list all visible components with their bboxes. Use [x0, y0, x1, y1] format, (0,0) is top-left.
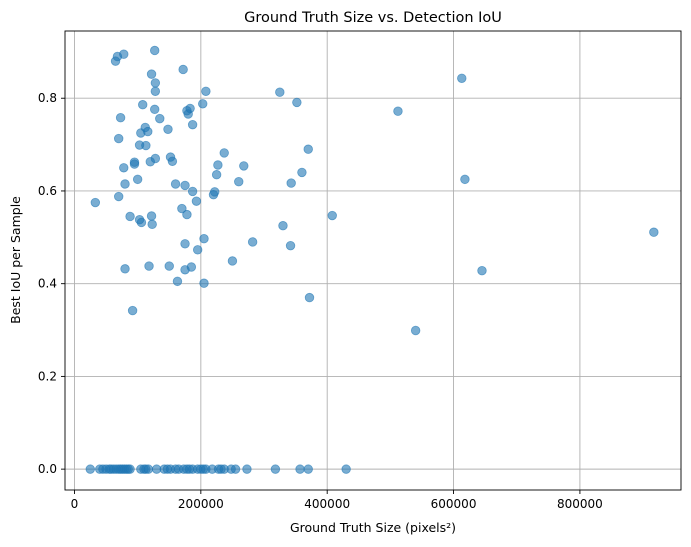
- data-point: [167, 156, 178, 166]
- x-tick-label: 0: [71, 497, 79, 511]
- data-point: [180, 239, 190, 249]
- data-point: [172, 276, 183, 287]
- data-point: [180, 265, 190, 275]
- data-point: [119, 163, 129, 173]
- data-point: [393, 106, 403, 116]
- data-point: [242, 464, 252, 474]
- data-point: [125, 464, 135, 474]
- data-point: [147, 219, 157, 230]
- data-point: [270, 464, 281, 474]
- plot-frame: [64, 30, 682, 491]
- data-point: [303, 464, 313, 474]
- data-point: [187, 186, 198, 197]
- data-point: [201, 86, 211, 96]
- data-point: [150, 104, 160, 115]
- data-points: [85, 45, 659, 474]
- data-point: [211, 170, 222, 180]
- grid-lines: [65, 31, 681, 490]
- data-point: [247, 237, 258, 247]
- data-point: [303, 144, 313, 154]
- data-point: [136, 217, 147, 228]
- y-axis-ticks: 0.0 0.2 0.4 0.6 0.8: [38, 91, 65, 476]
- data-point: [143, 126, 153, 137]
- y-tick-label: 0.8: [38, 91, 57, 105]
- data-point: [457, 73, 467, 83]
- y-tick-label: 0.0: [38, 462, 57, 476]
- data-point: [114, 191, 124, 202]
- data-point: [185, 103, 195, 114]
- data-point: [180, 180, 190, 191]
- data-point: [649, 227, 659, 237]
- data-point: [150, 78, 161, 88]
- data-point: [132, 174, 143, 185]
- data-point: [90, 197, 101, 208]
- data-point: [341, 464, 351, 474]
- data-point: [286, 178, 296, 188]
- data-point: [208, 189, 219, 200]
- data-point: [115, 112, 126, 123]
- data-point: [278, 221, 288, 231]
- x-axis-label: Ground Truth Size (pixels²): [290, 520, 456, 535]
- data-point: [297, 167, 307, 178]
- data-point: [120, 179, 130, 189]
- data-point: [119, 49, 129, 59]
- data-point: [129, 157, 140, 167]
- data-point: [198, 99, 208, 109]
- data-point: [327, 210, 337, 221]
- data-point: [177, 203, 187, 214]
- data-point: [170, 179, 181, 189]
- data-point: [120, 264, 130, 274]
- data-point: [410, 325, 421, 336]
- x-axis-ticks: 0 200000 400000 600000 800000: [71, 490, 603, 511]
- data-point: [143, 464, 154, 474]
- data-point: [239, 161, 249, 171]
- data-point: [150, 86, 161, 96]
- data-point: [155, 113, 165, 124]
- data-point: [146, 69, 157, 79]
- data-point: [146, 211, 157, 221]
- chart-title: Ground Truth Size vs. Detection IoU: [244, 10, 502, 26]
- x-tick-label: 600000: [431, 497, 477, 511]
- data-point: [304, 292, 315, 303]
- data-point: [477, 266, 487, 276]
- data-point: [182, 209, 192, 220]
- data-point: [150, 45, 160, 56]
- data-point: [230, 464, 241, 474]
- y-axis-label: Best IoU per Sample: [8, 196, 23, 324]
- data-point: [163, 124, 173, 134]
- data-point: [127, 305, 138, 316]
- data-point: [460, 174, 470, 185]
- data-point: [191, 196, 202, 206]
- data-point: [138, 100, 148, 110]
- data-point: [285, 240, 296, 251]
- y-tick-label: 0.2: [38, 369, 57, 383]
- data-point: [125, 211, 135, 222]
- data-point: [213, 160, 223, 170]
- data-point: [192, 245, 203, 255]
- data-point: [227, 256, 238, 266]
- data-point: [292, 97, 302, 108]
- y-tick-label: 0.4: [38, 277, 57, 291]
- data-point: [141, 140, 151, 151]
- x-tick-label: 400000: [304, 497, 350, 511]
- data-point: [178, 64, 188, 75]
- data-point: [199, 234, 209, 244]
- x-tick-label: 200000: [178, 497, 224, 511]
- data-point: [275, 87, 285, 97]
- data-point: [144, 261, 154, 271]
- data-point: [199, 278, 209, 288]
- data-point: [295, 464, 305, 474]
- x-tick-label: 800000: [557, 497, 603, 511]
- data-point: [234, 176, 244, 187]
- data-point: [187, 119, 198, 130]
- data-point: [85, 464, 95, 474]
- data-point: [164, 261, 174, 271]
- data-point: [219, 148, 229, 158]
- y-tick-label: 0.6: [38, 184, 57, 198]
- data-point: [145, 157, 155, 167]
- data-point: [114, 133, 124, 144]
